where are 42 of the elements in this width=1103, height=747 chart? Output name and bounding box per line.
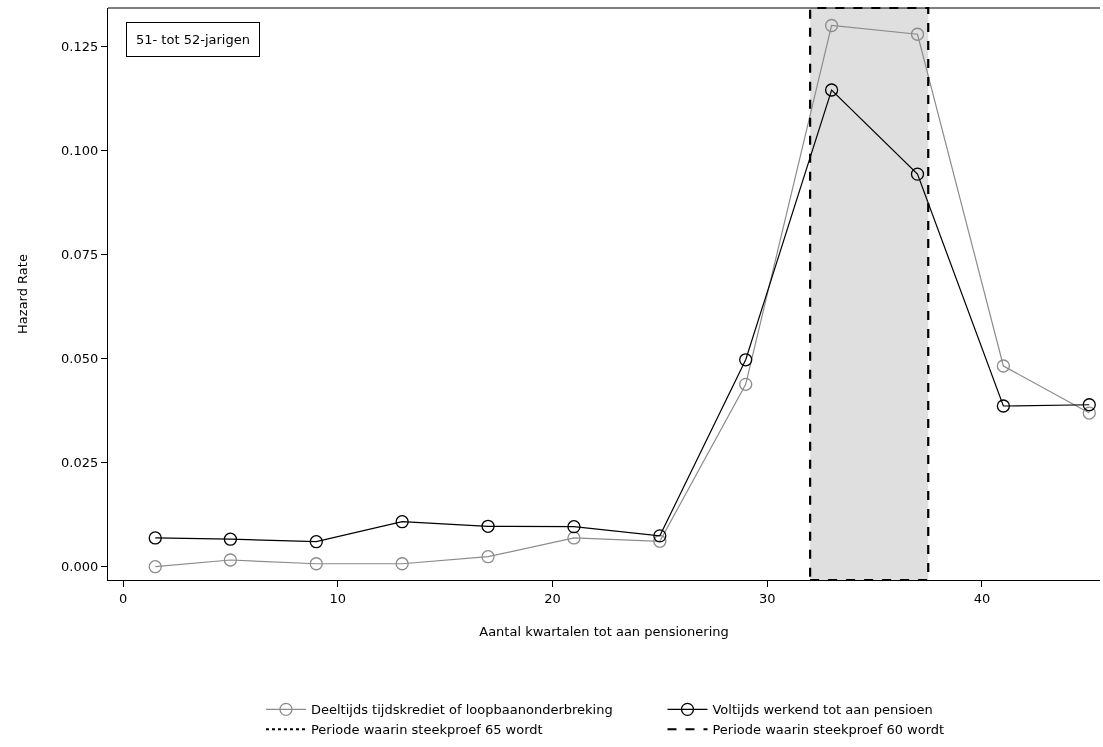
point: [309, 557, 323, 571]
point: [824, 18, 839, 33]
point: [481, 519, 495, 533]
y-tick-label: 0.000: [61, 559, 99, 575]
point: [567, 520, 581, 534]
y-tick-label: 0.025: [61, 455, 99, 471]
y-tick-label: 0.075: [61, 247, 99, 262]
y-tick-label: 0.100: [61, 142, 99, 158]
x-tick-label: 10: [329, 590, 347, 606]
point: [223, 553, 238, 567]
point: [567, 531, 581, 545]
point: [309, 535, 323, 549]
legend-label: Periode waarin steekproef 60 wordt: [712, 722, 945, 738]
point: [996, 359, 1011, 373]
point: [1082, 398, 1096, 412]
point: [910, 167, 925, 181]
y-tick-label: 0.125: [61, 38, 99, 54]
x-tick-label: 30: [758, 590, 776, 606]
legend-label: Voltijds werkend tot aan pensioen: [712, 702, 933, 718]
point: [395, 557, 409, 571]
point: [996, 399, 1011, 413]
point: [1082, 406, 1096, 420]
point: [148, 531, 162, 545]
point: [481, 550, 495, 564]
x-tick-label: 0: [118, 590, 128, 606]
x-tick-label: 20: [544, 590, 561, 606]
y-tick-label: 0.050: [61, 351, 99, 367]
x-tick-label: 40: [973, 590, 991, 606]
point: [223, 532, 238, 546]
point: [910, 27, 925, 41]
point: [148, 560, 162, 574]
y-axis-title: Hazard Rate: [15, 254, 31, 334]
x-axis-title: Aantal kwartalen tot aan pensionering: [479, 624, 729, 640]
point: [739, 377, 753, 391]
point: [653, 529, 667, 543]
annotation: 51- tot 52-jarigen: [136, 32, 250, 47]
point: [739, 353, 753, 367]
legend-label: Deeltijds tijdskrediet of loopbaanonderbreking: [310, 702, 613, 718]
point: [824, 83, 839, 97]
point: [395, 515, 409, 529]
legend-label: Periode waarin steekproef 65 wordt: [310, 722, 543, 738]
point: [653, 534, 667, 548]
